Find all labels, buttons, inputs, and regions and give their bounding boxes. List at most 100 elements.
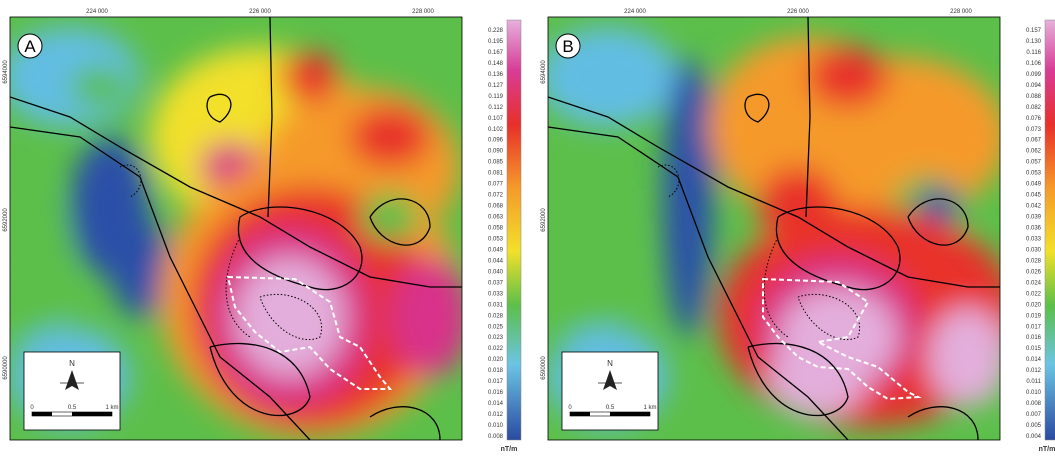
colorbar-label: 0.053 xyxy=(488,236,504,242)
colorbar-label: 0.106 xyxy=(1026,61,1042,67)
scale-label: 1 km xyxy=(643,405,656,411)
colorbar-unit: nT/m xyxy=(501,446,518,453)
scale-box xyxy=(561,351,659,431)
geology-lines xyxy=(548,17,1000,440)
scale-bar-fill xyxy=(570,412,590,416)
contact-line xyxy=(744,93,770,123)
colorbar-unit: nT/m xyxy=(1039,446,1055,453)
colorbar-label: 0.037 xyxy=(488,280,504,286)
north-arrow xyxy=(65,370,79,390)
colorbar-label: 0.025 xyxy=(488,324,504,330)
colorbar-label: 0.022 xyxy=(1026,291,1042,297)
colorbar-label: 0.119 xyxy=(488,94,503,100)
colorbar-label: 0.053 xyxy=(1026,171,1042,177)
contact-line xyxy=(548,96,1000,288)
colorbar-label: 0.063 xyxy=(488,215,504,221)
colorbar-label: 0.157 xyxy=(1026,28,1042,34)
colorbar-label: 0.030 xyxy=(1026,247,1042,253)
colorbar-label: 0.167 xyxy=(488,50,504,56)
colorbar-label: 0.008 xyxy=(488,434,504,440)
scale-bar-fill xyxy=(32,412,52,416)
colorbar-label: 0.045 xyxy=(1026,193,1042,199)
target-outline xyxy=(762,277,922,401)
y-axis-label: 6594000 xyxy=(3,60,9,84)
map-frame xyxy=(9,16,463,441)
colorbar-label: 0.012 xyxy=(488,412,504,418)
colorbar-label: 0.073 xyxy=(1026,127,1042,133)
colorbar-label: 0.015 xyxy=(1026,346,1042,352)
panel-label: B xyxy=(562,37,573,56)
contact-line xyxy=(10,96,462,288)
x-axis-label: 226 000 xyxy=(787,9,809,15)
colorbar-label: 0.062 xyxy=(1026,149,1042,155)
colorbar-label: 0.044 xyxy=(488,258,504,264)
colorbar xyxy=(1044,19,1055,441)
colorbar-label: 0.127 xyxy=(488,83,504,89)
field-blob xyxy=(235,257,345,377)
colorbar-label: 0.049 xyxy=(488,247,504,253)
north-arrow xyxy=(603,370,617,390)
scale-label: 1 km xyxy=(105,405,118,411)
map-panel: B 224 000 226 000 228 000 6594000 6592000 6590… xyxy=(541,9,1055,453)
colorbar-label: 0.017 xyxy=(488,379,504,385)
colorbar-label: 0.024 xyxy=(1026,280,1042,286)
scale-label: 0.5 xyxy=(68,405,77,411)
colorbar-label: 0.148 xyxy=(488,61,504,67)
y-axis-label: 6592000 xyxy=(541,208,547,232)
colorbar-label: 0.040 xyxy=(488,269,504,275)
panel-badge xyxy=(555,33,581,59)
colorbar-label: 0.072 xyxy=(488,193,504,199)
x-axis-label: 228 000 xyxy=(950,9,972,15)
field-blob xyxy=(548,177,628,357)
field-blob xyxy=(928,307,1000,407)
scale-label: 0 xyxy=(568,405,572,411)
field-blob xyxy=(10,177,70,357)
colorbar-label: 0.020 xyxy=(488,357,504,363)
contact-line xyxy=(907,406,979,440)
colorbar-label: 0.026 xyxy=(1026,269,1042,275)
colorbar-label: 0.081 xyxy=(488,171,504,177)
colorbar-label: 0.077 xyxy=(488,182,504,188)
x-axis-label: 224 000 xyxy=(86,9,108,15)
contact-line xyxy=(206,93,232,123)
colorbar-label: 0.039 xyxy=(1026,215,1042,221)
colorbar-label: 0.005 xyxy=(1026,423,1042,429)
y-axis-label: 6590000 xyxy=(3,356,9,380)
contact-line xyxy=(907,198,969,246)
colorbar-label: 0.028 xyxy=(1026,258,1042,264)
colorbar-label: 0.076 xyxy=(1026,116,1042,122)
field-blob xyxy=(808,47,888,107)
colorbar-label: 0.012 xyxy=(1026,368,1042,374)
colorbar-label: 0.096 xyxy=(488,138,504,144)
y-axis-label: 6594000 xyxy=(541,60,547,84)
contact-line xyxy=(369,198,431,246)
contact-line xyxy=(10,126,311,440)
x-axis-label: 228 000 xyxy=(412,9,434,15)
colorbar-label: 0.068 xyxy=(488,204,504,210)
colorbar-label: 0.004 xyxy=(1026,434,1042,440)
colorbar-label: 0.022 xyxy=(488,346,504,352)
field-blob xyxy=(280,52,340,102)
colorbar-label: 0.057 xyxy=(1026,160,1042,166)
field-blob xyxy=(350,107,430,167)
map-frame xyxy=(547,16,1001,441)
colorbar-label: 0.020 xyxy=(1026,302,1042,308)
colorbar-label: 0.028 xyxy=(488,313,504,319)
colorbar-label: 0.033 xyxy=(1026,236,1042,242)
colorbar-label: 0.023 xyxy=(488,335,504,341)
contact-line xyxy=(805,17,811,218)
field-blob xyxy=(768,337,868,417)
scale-bar-fill xyxy=(72,412,112,416)
colorbar-label: 0.008 xyxy=(1026,401,1042,407)
colorbar-label: 0.067 xyxy=(1026,138,1042,144)
x-axis-label: 226 000 xyxy=(249,9,271,15)
colorbar-label: 0.036 xyxy=(1026,226,1042,232)
colorbar xyxy=(506,19,522,441)
dotted-line xyxy=(657,164,861,341)
colorbar-label: 0.228 xyxy=(488,28,504,34)
colorbar-label: 0.014 xyxy=(1026,357,1042,363)
colorbar-label: 0.016 xyxy=(1026,335,1042,341)
colorbar-label: 0.136 xyxy=(488,72,504,78)
y-axis-label: 6590000 xyxy=(541,356,547,380)
field-blob xyxy=(758,167,838,247)
